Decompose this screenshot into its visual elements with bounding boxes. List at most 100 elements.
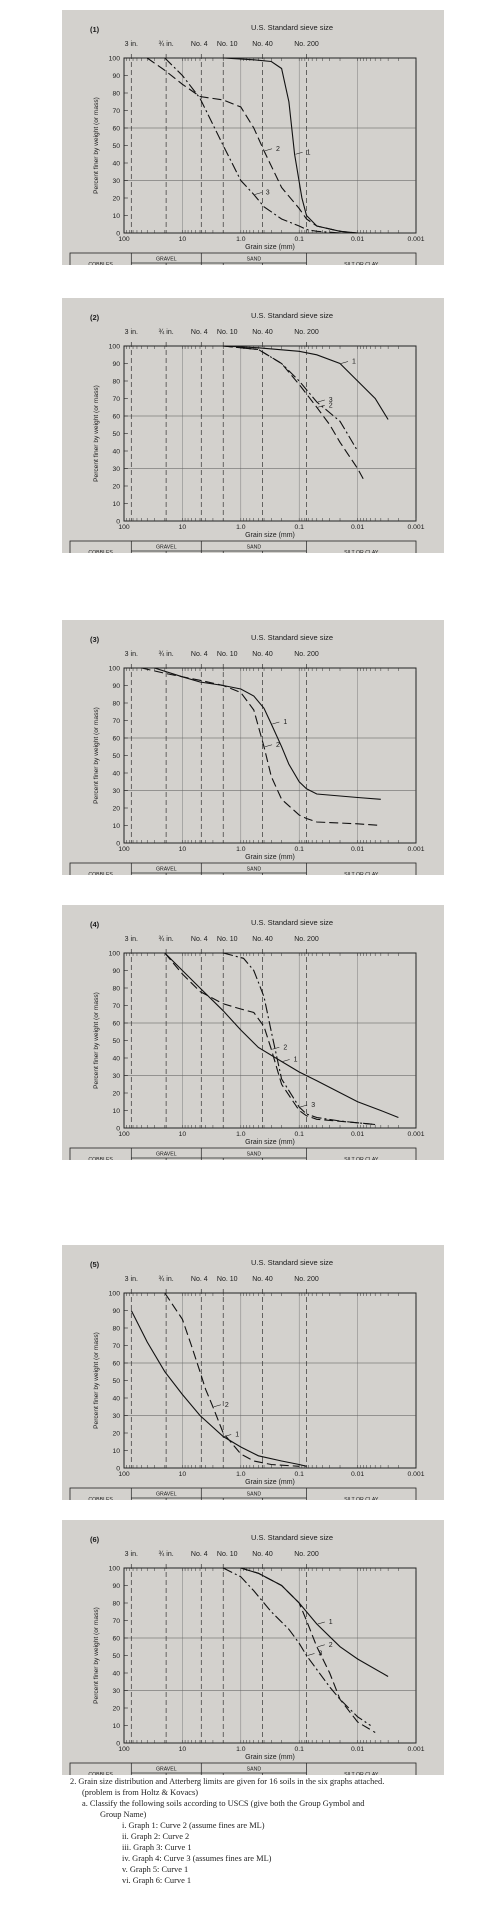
curve-label-3: 3 xyxy=(318,1651,322,1658)
y-tick-label: 50 xyxy=(112,143,120,150)
sieve-label-no10: No. 10 xyxy=(217,1551,238,1558)
curve-label-1: 1 xyxy=(235,1432,239,1439)
x-tick-label: 0.001 xyxy=(407,1746,424,1753)
y-tick-label: 20 xyxy=(112,806,120,813)
chart-number: (1) xyxy=(90,25,100,34)
sieve-label-no4: No. 4 xyxy=(191,651,208,658)
curve-label-3: 3 xyxy=(266,190,270,197)
sieve-label-no4: No. 4 xyxy=(191,41,208,48)
curve-label-1: 1 xyxy=(283,719,287,726)
silt-clay-label: SILT OR CLAY xyxy=(344,872,379,875)
curve-leader xyxy=(254,192,262,195)
x-tick-label: 100 xyxy=(118,1131,130,1138)
silt-clay-label: SILT OR CLAY xyxy=(344,1497,379,1500)
silt-clay-label: SILT OR CLAY xyxy=(344,550,379,553)
sieve-label-no4: No. 4 xyxy=(191,936,208,943)
part-a-line1: a. Classify the following soils accordin… xyxy=(82,1799,365,1808)
y-tick-label: 0 xyxy=(116,519,120,526)
y-tick-label: 70 xyxy=(112,396,120,403)
item-2: ii. Graph 2: Curve 2 xyxy=(122,1832,190,1841)
source-line: (problem is from Holtz & Kovacs) xyxy=(82,1788,199,1797)
x-tick-label: 0.001 xyxy=(407,1131,424,1138)
question-line: 2. Grain size distribution and Atterberg… xyxy=(70,1777,385,1786)
curve-label-3: 3 xyxy=(311,1102,315,1109)
sieve-label-no10: No. 10 xyxy=(217,1276,238,1283)
y-tick-label: 40 xyxy=(112,161,120,168)
x-tick-label: 1.0 xyxy=(236,1131,246,1138)
y-tick-label: 80 xyxy=(112,1601,120,1608)
curve-label-2: 2 xyxy=(283,1044,287,1051)
curve-3 xyxy=(223,952,376,1126)
x-tick-label: 100 xyxy=(118,1471,130,1478)
y-tick-label: 10 xyxy=(112,501,120,508)
x-tick-label: 10 xyxy=(179,846,187,853)
curve-leader xyxy=(264,148,273,152)
x-tick-label: 100 xyxy=(118,846,130,853)
y-tick-label: 0 xyxy=(116,231,120,238)
y-tick-label: 80 xyxy=(112,986,120,993)
y-tick-label: 20 xyxy=(112,484,120,491)
y-tick-label: 90 xyxy=(112,361,120,368)
sieve-label-3-4in: ¾ in. xyxy=(159,651,174,658)
sieve-label-3in: 3 in. xyxy=(125,41,138,48)
x-tick-label: 0.1 xyxy=(294,1131,304,1138)
sieve-label-no200: No. 200 xyxy=(294,1276,319,1283)
curve-2 xyxy=(240,1567,376,1733)
y-axis-label: Percent finer by weight (or mass) xyxy=(93,707,100,804)
cobbles-label: COBBLES xyxy=(88,1497,113,1500)
sieve-label-3in: 3 in. xyxy=(125,1276,138,1283)
x-tick-label: 100 xyxy=(118,524,130,531)
sand-label: SAND xyxy=(247,867,262,873)
cobbles-label: COBBLES xyxy=(88,550,113,553)
curve-2 xyxy=(164,1292,300,1467)
y-tick-label: 30 xyxy=(112,788,120,795)
y-axis-label: Percent finer by weight (or mass) xyxy=(93,1332,100,1429)
curve-label-2: 2 xyxy=(329,402,333,409)
sieve-label-no40: No. 40 xyxy=(252,936,273,943)
chart-panel-6: (6) U.S. Standard sieve size 3 in. ¾ in. No.… xyxy=(62,1520,444,1775)
x-tick-label: 0.01 xyxy=(351,236,364,243)
cobbles-label: COBBLES xyxy=(88,1157,113,1160)
curve-label-1: 1 xyxy=(329,1619,333,1626)
item-4: iv. Graph 4: Curve 3 (assumes fines are … xyxy=(122,1854,272,1863)
y-tick-label: 0 xyxy=(116,841,120,848)
x-tick-label: 0.01 xyxy=(351,846,364,853)
y-tick-label: 90 xyxy=(112,1308,120,1315)
x-tick-label: 0.001 xyxy=(407,1471,424,1478)
cobbles-label: COBBLES xyxy=(88,262,113,265)
curve-leader xyxy=(272,1046,280,1050)
curve-leader xyxy=(317,1644,325,1648)
curve-label-1: 1 xyxy=(307,149,311,156)
y-tick-label: 40 xyxy=(112,1056,120,1063)
x-tick-label: 1.0 xyxy=(236,1471,246,1478)
y-tick-label: 70 xyxy=(112,1343,120,1350)
y-axis-label: Percent finer by weight (or mass) xyxy=(93,992,100,1089)
chart-panel-2: (2) U.S. Standard sieve size 3 in. ¾ in. No.… xyxy=(62,298,444,553)
curve-leader xyxy=(272,721,280,725)
sieve-size-title: U.S. Standard sieve size xyxy=(251,23,333,32)
part-a-line2: Group Name) xyxy=(100,1810,147,1819)
y-tick-label: 70 xyxy=(112,1618,120,1625)
x-tick-label: 1.0 xyxy=(236,846,246,853)
silt-clay-label: SILT OR CLAY xyxy=(344,1157,379,1160)
y-tick-label: 20 xyxy=(112,1706,120,1713)
y-tick-label: 60 xyxy=(112,414,120,421)
x-tick-label: 1.0 xyxy=(236,524,246,531)
sieve-label-3in: 3 in. xyxy=(125,936,138,943)
gravel-label: GRAVEL xyxy=(156,257,177,263)
item-6: vi. Graph 6: Curve 1 xyxy=(122,1876,192,1885)
chart-panel-1: (1) U.S. Standard sieve size 3 in. ¾ in. No.… xyxy=(62,10,444,265)
y-tick-label: 10 xyxy=(112,823,120,830)
y-tick-label: 50 xyxy=(112,1378,120,1385)
x-tick-label: 10 xyxy=(179,524,187,531)
curve-label-2: 2 xyxy=(329,1642,333,1649)
y-tick-label: 90 xyxy=(112,968,120,975)
sieve-label-3-4in: ¾ in. xyxy=(159,41,174,48)
x-tick-label: 10 xyxy=(179,1471,187,1478)
curve-3 xyxy=(164,57,341,234)
x-tick-label: 0.01 xyxy=(351,1471,364,1478)
y-tick-label: 20 xyxy=(112,1091,120,1098)
y-tick-label: 30 xyxy=(112,466,120,473)
curve-label-3: 3 xyxy=(329,397,333,404)
sieve-label-no200: No. 200 xyxy=(294,936,319,943)
